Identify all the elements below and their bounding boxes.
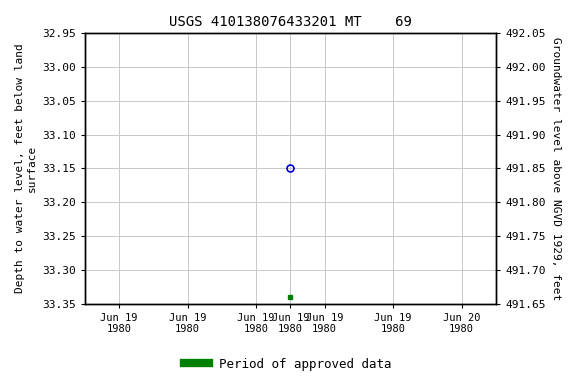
Y-axis label: Depth to water level, feet below land
surface: Depth to water level, feet below land su… (15, 43, 37, 293)
Y-axis label: Groundwater level above NGVD 1929, feet: Groundwater level above NGVD 1929, feet (551, 37, 561, 300)
Legend: Period of approved data: Period of approved data (179, 353, 397, 376)
Title: USGS 410138076433201 MT    69: USGS 410138076433201 MT 69 (169, 15, 412, 29)
